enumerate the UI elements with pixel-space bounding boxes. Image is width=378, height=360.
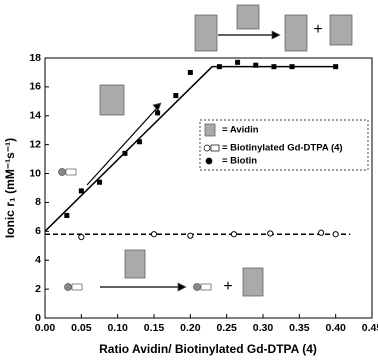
y-tick-label: 12 [29, 138, 41, 150]
decorations [58, 4, 369, 297]
x-tick-label: 0.20 [180, 322, 201, 334]
data-point [187, 232, 194, 239]
x-tick-label: 0.40 [325, 322, 346, 334]
data-point [333, 64, 339, 70]
arrowhead [177, 282, 187, 292]
data-point [289, 64, 295, 70]
avidin-icon [329, 14, 353, 46]
annotation: + [313, 21, 322, 38]
y-tick-label: 18 [29, 52, 41, 64]
data-point [136, 139, 142, 145]
avidin-icon [284, 14, 308, 52]
data-point [173, 93, 179, 99]
x-tick-label: 0.05 [71, 322, 92, 334]
y-tick-label: 0 [35, 312, 41, 324]
annotation: + [223, 278, 232, 295]
y-tick-label: 10 [29, 167, 41, 179]
biotin-gd-icon [65, 168, 77, 176]
data-point [271, 64, 277, 70]
data-point [332, 231, 339, 238]
biotin-gd-icon [71, 283, 83, 291]
legend-box [199, 119, 369, 171]
biotin-gd-icon [58, 168, 66, 176]
data-point [230, 231, 238, 238]
avidin-icon [194, 14, 218, 52]
y-tick-label: 2 [35, 283, 41, 295]
y-tick-label: 8 [35, 196, 41, 208]
arrowhead [271, 30, 281, 40]
y-tick-label: 4 [35, 254, 41, 266]
plot-frame [44, 57, 373, 319]
data-point [187, 69, 193, 75]
x-tick-label: 0.30 [253, 322, 274, 334]
x-tick-label: 0.35 [289, 322, 310, 334]
avidin-icon [236, 4, 260, 30]
arrowhead [152, 102, 162, 112]
data-point [150, 231, 158, 238]
y-tick-label: 14 [29, 110, 41, 122]
biotin-gd-icon [193, 283, 201, 291]
x-tick-label: 0.00 [35, 322, 56, 334]
data-point [78, 234, 85, 241]
data-point [122, 150, 128, 156]
x-tick-label: 0.15 [144, 322, 165, 334]
data-point [216, 64, 222, 70]
data-point [155, 110, 161, 116]
data-point [97, 179, 102, 185]
data-point [267, 230, 274, 237]
legend-label: = Avidin [222, 125, 259, 136]
x-tick-label: 0.25 [216, 322, 237, 334]
legend-label: = Biotin [222, 156, 257, 167]
x-tick-label: 0.10 [107, 322, 128, 334]
data-point [318, 229, 325, 236]
biotin-gd-icon [64, 283, 72, 291]
data-point [253, 62, 259, 68]
arrow [86, 107, 158, 186]
legend-label: = Biotinylated Gd-DTPA (4) [222, 143, 343, 154]
avidin-icon [242, 267, 264, 297]
avidin-icon [99, 84, 125, 116]
x-tick-label: 0.45 [362, 322, 378, 334]
legend-avidin-icon [204, 123, 216, 137]
y-tick-label: 6 [35, 225, 41, 237]
data-point [235, 59, 241, 65]
legend-gd-icon [203, 144, 211, 152]
y-axis-label: Ionic r₁ (mM⁻¹s⁻¹) [3, 138, 17, 238]
x-axis-label: Ratio Avidin/ Biotinylated Gd-DTPA (4) [99, 342, 317, 356]
avidin-icon [124, 249, 146, 279]
legend-biotin-icon [205, 157, 213, 165]
biotin-gd-icon [200, 283, 212, 291]
y-tick-label: 16 [29, 81, 41, 93]
data-point [78, 188, 84, 194]
legend-gd-icon [210, 144, 220, 152]
data-point [64, 212, 70, 218]
